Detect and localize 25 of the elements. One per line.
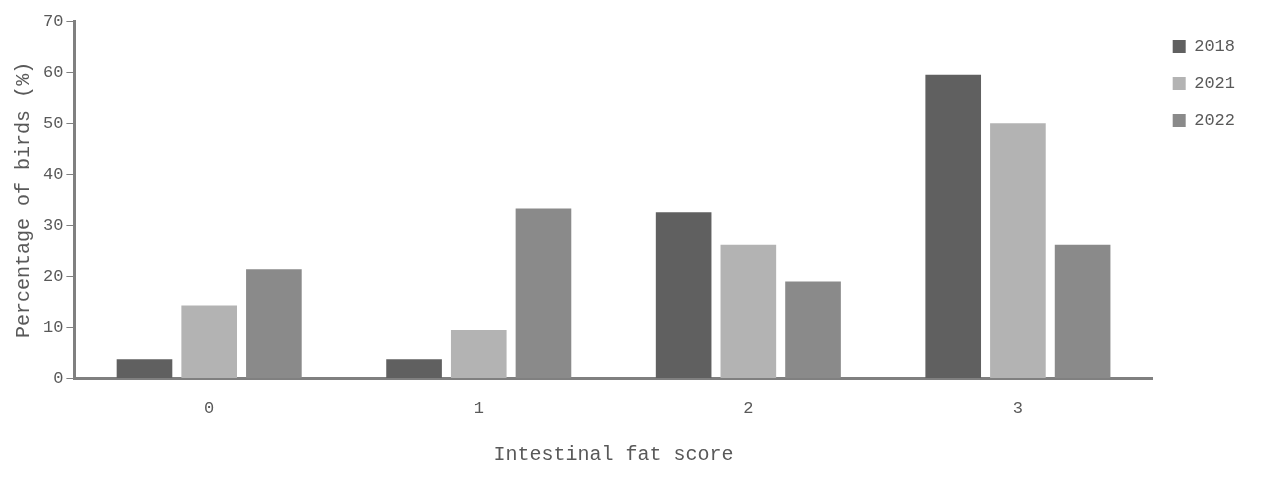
y-tick-label: 20 [43,266,64,286]
bar [386,359,442,379]
y-tick-label: 30 [43,215,64,235]
legend-label: 2022 [1194,111,1236,130]
bar [450,330,507,379]
legend-label: 2021 [1194,74,1236,93]
x-tick-label: 1 [473,399,484,419]
y-tick-label: 10 [43,318,64,338]
y-tick-label: 0 [53,369,64,389]
y-tick-label: 70 [43,11,64,31]
bar [720,244,777,379]
y-tick-label: 50 [43,113,64,133]
y-tick-label: 40 [43,164,64,184]
bar [116,359,173,379]
x-tick-label: 0 [204,399,215,419]
x-tick-label: 2 [743,399,754,419]
bar [925,74,982,379]
y-tick-label: 60 [43,62,64,82]
bar [181,305,238,379]
bar [655,212,712,379]
legend-label: 2018 [1194,37,1236,56]
bar [990,123,1046,379]
x-tick-label: 3 [1012,399,1024,419]
x-axis-title: Intestinal fat score [493,443,734,467]
y-axis-title: Percentage of birds (%) [12,61,36,338]
